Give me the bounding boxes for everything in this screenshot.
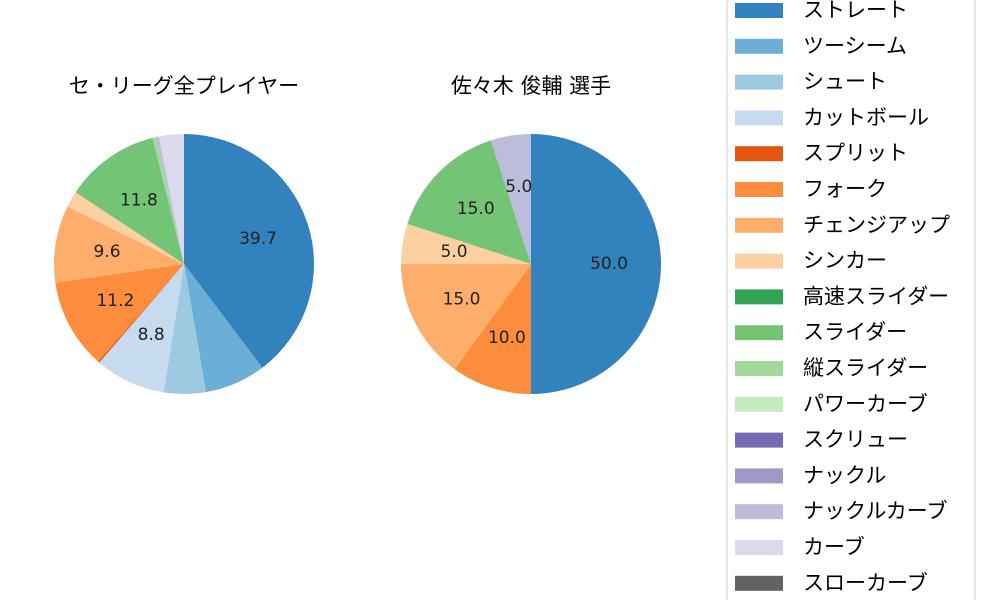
legend-item: ツーシーム xyxy=(735,34,907,58)
legend-item: スプリット xyxy=(735,141,908,165)
chart-title-league: セ・リーグ全プレイヤー xyxy=(69,74,299,98)
legend-label: シュート xyxy=(803,70,887,94)
slice-value-label: 11.2 xyxy=(96,291,134,311)
legend-label: ツーシーム xyxy=(803,34,907,58)
pie-slice-0-14 xyxy=(155,136,184,264)
legend-label: スプリット xyxy=(803,141,908,165)
legend-swatch xyxy=(735,361,783,376)
legend-swatch xyxy=(735,217,783,233)
legend-swatch xyxy=(735,396,783,412)
legend-swatch xyxy=(735,74,783,90)
pie-slice-1-5 xyxy=(490,134,531,264)
legend-swatch xyxy=(735,146,783,162)
chart-title-player: 佐々木 俊輔 選手 xyxy=(451,74,611,98)
legend-item: カーブ xyxy=(735,535,865,559)
pie-chart-player: 佐々木 俊輔 選手 50.0 10.0 15.0 5.0 15.0 5.0 xyxy=(401,74,661,394)
legend-swatch xyxy=(735,289,783,305)
pie-slice-1-3 xyxy=(401,223,531,264)
legend-swatch xyxy=(735,38,783,54)
legend-item: スクリュー xyxy=(735,428,908,452)
legend-item: シュート xyxy=(735,70,887,94)
pie-slice-1-1 xyxy=(454,264,531,394)
legend-item: ストレート xyxy=(735,0,908,22)
legend-swatch xyxy=(735,575,783,591)
legend-swatch xyxy=(735,468,783,484)
legend-label: スクリュー xyxy=(803,428,908,452)
slice-value-label: 15.0 xyxy=(457,199,495,219)
pie-slice-0-7 xyxy=(67,192,184,264)
legend-label: スローカーブ xyxy=(803,571,928,595)
legend-label: パワーカーブ xyxy=(803,392,928,416)
legend-label: スライダー xyxy=(803,320,907,344)
legend-label: フォーク xyxy=(803,177,887,201)
legend-swatch xyxy=(735,504,783,520)
slice-value-label: 9.6 xyxy=(93,242,120,262)
legend-swatch xyxy=(735,325,783,341)
legend-label: 縦スライダー xyxy=(803,356,928,380)
legend-item: パワーカーブ xyxy=(735,392,928,416)
slice-value-label: 11.8 xyxy=(120,190,158,210)
legend-item: スライダー xyxy=(735,320,907,344)
legend-item: シンカー xyxy=(735,249,887,273)
legend-label: カーブ xyxy=(803,535,865,559)
pie-slice-1-0 xyxy=(531,134,661,394)
slice-value-label: 5.0 xyxy=(505,177,532,197)
legend: ストレートツーシームシュートカットボールスプリットフォークチェンジアップシンカー… xyxy=(726,0,976,600)
legend-swatch xyxy=(735,432,783,448)
legend-swatch xyxy=(735,253,783,269)
slice-value-label: 8.8 xyxy=(138,325,165,345)
legend-label: カットボール xyxy=(803,105,929,129)
legend-label: 高速スライダー xyxy=(803,284,949,308)
legend-label: シンカー xyxy=(803,249,887,273)
legend-swatch xyxy=(735,3,783,18)
legend-swatch xyxy=(735,182,783,197)
legend-item: ナックルカーブ xyxy=(735,499,947,523)
slice-value-label: 5.0 xyxy=(440,242,467,262)
legend-item: ナックル xyxy=(735,463,886,487)
pie-chart-league: セ・リーグ全プレイヤー 39.7 8.811.2 9.6 11.8 xyxy=(54,74,314,394)
pie-slice-0-6 xyxy=(54,206,184,283)
legend-label: ナックル xyxy=(803,463,886,487)
pie-slice-0-15 xyxy=(158,134,184,264)
slice-value-label: 10.0 xyxy=(488,328,526,348)
legend-item: チェンジアップ xyxy=(735,213,950,237)
pie-slice-0-10 xyxy=(152,137,184,264)
pie-slice-1-2 xyxy=(401,264,531,370)
legend-swatch xyxy=(735,110,783,126)
legend-label: ストレート xyxy=(803,0,908,22)
pie-slice-0-2 xyxy=(163,264,206,394)
legend-item: 縦スライダー xyxy=(735,356,928,380)
legend-item: スローカーブ xyxy=(735,571,928,595)
pie-slice-1-4 xyxy=(407,140,531,264)
slice-value-label: 15.0 xyxy=(443,289,481,309)
pie-slice-0-4 xyxy=(98,264,184,363)
legend-label: チェンジアップ xyxy=(803,213,950,237)
slice-value-label: 50.0 xyxy=(590,254,628,274)
legend-label: ナックルカーブ xyxy=(803,499,947,523)
pie-slice-0-0 xyxy=(184,134,314,368)
pie-slice-0-3 xyxy=(99,264,184,393)
pie-slice-0-1 xyxy=(184,264,263,393)
slice-value-label: 39.7 xyxy=(239,229,277,249)
legend-item: カットボール xyxy=(735,105,929,129)
legend-item: フォーク xyxy=(735,177,887,201)
legend-swatch xyxy=(735,540,783,555)
pie-slice-0-5 xyxy=(55,264,184,362)
legend-item: 高速スライダー xyxy=(735,284,949,308)
pie-slice-0-9 xyxy=(75,137,184,264)
